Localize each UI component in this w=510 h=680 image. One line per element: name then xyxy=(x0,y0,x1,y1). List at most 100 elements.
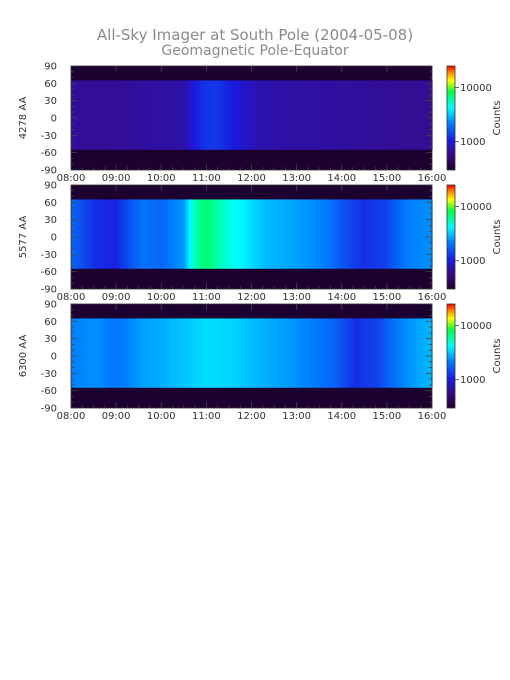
x-tick-label: 09:00 xyxy=(102,292,131,303)
heatmap-cell xyxy=(416,80,421,150)
heatmap-cell xyxy=(269,80,274,150)
heatmap-cell xyxy=(107,318,111,388)
heatmap-cell xyxy=(182,318,186,388)
heatmap-cell xyxy=(386,199,391,269)
heatmap-cell xyxy=(83,80,87,150)
heatmap-cell xyxy=(272,80,277,150)
heatmap-cell xyxy=(425,199,430,269)
heatmap-cell xyxy=(353,199,358,269)
heatmap-cell xyxy=(275,80,280,150)
heatmap-cell xyxy=(218,318,223,388)
heatmap-cell xyxy=(368,80,373,150)
heatmap-cell xyxy=(425,80,430,150)
heatmap-cell xyxy=(125,80,129,150)
heatmap-cell xyxy=(368,199,373,269)
heatmap-cell xyxy=(194,80,198,150)
heatmap-cell xyxy=(224,80,229,150)
heatmap-cell xyxy=(116,80,120,150)
y-tick-label: 0 xyxy=(51,114,57,125)
heatmap-cell xyxy=(290,80,295,150)
colorbar-frame xyxy=(446,184,456,290)
heatmap-cell xyxy=(344,199,349,269)
x-tick-label: 13:00 xyxy=(282,173,311,184)
heatmap-cell xyxy=(71,80,75,150)
colorbar-gradient xyxy=(447,185,455,289)
heatmap-cell xyxy=(371,318,376,388)
heatmap-cell xyxy=(98,199,102,269)
heatmap-cell xyxy=(287,318,292,388)
heatmap-cell xyxy=(137,80,141,150)
heatmap-cell xyxy=(284,80,289,150)
heatmap-cell xyxy=(365,199,370,269)
heatmap-cell xyxy=(239,199,244,269)
y-tick-label: 60 xyxy=(44,317,57,328)
heatmap-cell xyxy=(110,80,114,150)
heatmap-cell xyxy=(371,199,376,269)
heatmap-cell xyxy=(386,318,391,388)
heatmap-cell xyxy=(149,318,153,388)
heatmap-cell xyxy=(236,318,241,388)
y-tick-label: 60 xyxy=(44,79,57,90)
heatmap-cell xyxy=(323,80,328,150)
x-tick-label: 15:00 xyxy=(372,292,401,303)
heatmap-cell xyxy=(212,199,216,269)
heatmap-cell xyxy=(89,80,93,150)
heatmap-cell xyxy=(257,80,262,150)
heatmap-cell xyxy=(260,80,265,150)
heatmap-cell xyxy=(143,199,147,269)
heatmap-cell xyxy=(80,80,84,150)
heatmap-cell xyxy=(248,80,253,150)
x-tick-label: 12:00 xyxy=(237,411,266,422)
heatmap-cell xyxy=(140,318,144,388)
heatmap-cell xyxy=(113,318,117,388)
heatmap-cell xyxy=(122,80,126,150)
heatmap-cell xyxy=(230,199,235,269)
heatmap-cell xyxy=(287,80,292,150)
heatmap-cell xyxy=(134,80,138,150)
heatmap-cell xyxy=(71,318,75,388)
heatmap-cell xyxy=(74,199,78,269)
heatmap-cell xyxy=(263,80,268,150)
heatmap-cell xyxy=(407,80,412,150)
heatmap-cell xyxy=(257,199,262,269)
heatmap-cell xyxy=(107,199,111,269)
heatmap-cell xyxy=(248,199,253,269)
heatmap-cell xyxy=(362,318,367,388)
y-axis-label: 4278 AA xyxy=(18,97,29,140)
heatmap-cell xyxy=(398,80,403,150)
heatmap-cell xyxy=(281,80,286,150)
heatmap-cell xyxy=(308,80,313,150)
heatmap-cell xyxy=(386,80,391,150)
heatmap-cell xyxy=(392,318,397,388)
x-tick-label: 10:00 xyxy=(147,173,176,184)
heatmap-cell xyxy=(266,199,271,269)
heatmap-cell xyxy=(290,199,295,269)
x-tick-label: 11:00 xyxy=(192,173,221,184)
heatmap-cell xyxy=(137,318,141,388)
heatmap-cell xyxy=(74,80,78,150)
heatmap-cell xyxy=(317,318,322,388)
heatmap-cell xyxy=(413,80,418,150)
y-tick-label: 0 xyxy=(51,352,57,363)
heatmap-cell xyxy=(395,80,400,150)
y-axis-label: 5577 AA xyxy=(18,216,29,259)
heatmap-cell xyxy=(296,318,301,388)
heatmap-cell xyxy=(350,80,355,150)
heatmap-cell xyxy=(383,318,388,388)
heatmap-cell xyxy=(314,199,319,269)
heatmap-cell xyxy=(272,318,277,388)
heatmap-cell xyxy=(368,318,373,388)
heatmap-cell xyxy=(98,80,102,150)
heatmap-cell xyxy=(230,80,235,150)
heatmap-cell xyxy=(332,318,337,388)
heatmap-cell xyxy=(248,318,253,388)
heatmap-cell xyxy=(398,318,403,388)
heatmap-cell xyxy=(389,80,394,150)
heatmap-cell xyxy=(167,80,171,150)
heatmap-cell xyxy=(182,80,186,150)
heatmap-cell xyxy=(416,318,421,388)
heatmap-cell xyxy=(335,199,340,269)
heatmap-cell xyxy=(233,318,238,388)
heatmap-cell xyxy=(218,80,223,150)
